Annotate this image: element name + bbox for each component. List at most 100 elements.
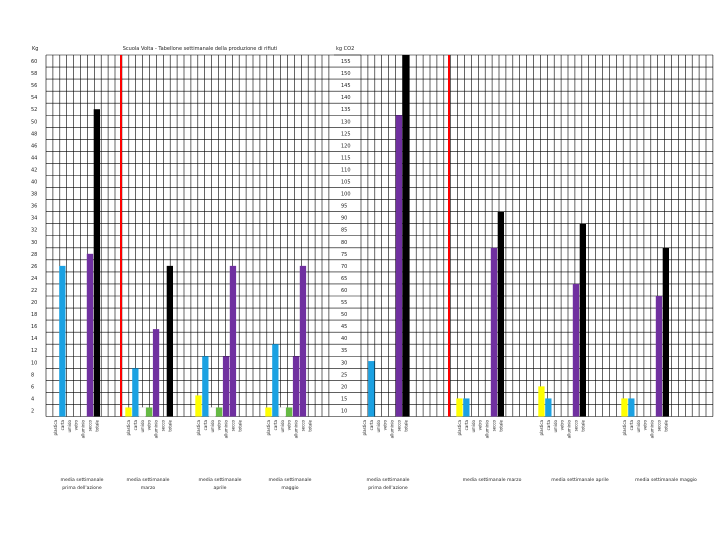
bar-co2-2-totale <box>579 223 586 417</box>
category-label: carta <box>369 419 374 430</box>
category-label: alluminio <box>81 419 86 438</box>
left-tick-label: 58 <box>31 71 37 77</box>
category-label: plastica <box>622 419 627 435</box>
bar-kg-2-vetro <box>216 407 223 417</box>
category-label: umido <box>376 419 381 432</box>
right-tick-label: 145 <box>341 83 351 89</box>
left-tick-label: 2 <box>31 408 34 414</box>
left-tick-label: 38 <box>31 192 37 198</box>
bar-kg-3-secco <box>299 265 307 417</box>
bar-kg-1-totale <box>166 265 173 417</box>
bar-co2-2-carta <box>545 398 552 417</box>
group-label: media settimanale prima dell'azione <box>61 477 104 491</box>
bar-co2-1-secco <box>490 247 498 417</box>
category-label: secco <box>491 419 496 431</box>
category-label: alluminio <box>650 419 655 438</box>
category-label: vetro <box>147 419 152 430</box>
chart-bars <box>59 55 669 417</box>
category-label: alluminio <box>224 419 229 438</box>
left-tick-label: 30 <box>31 240 37 246</box>
left-tick-label: 6 <box>31 384 34 390</box>
category-label: secco <box>656 419 661 431</box>
category-label: secco <box>87 419 92 431</box>
right-tick-label: 115 <box>341 155 351 161</box>
category-label: plastica <box>53 419 58 435</box>
category-label: totale <box>580 419 585 431</box>
bar-kg-2-alluminio <box>222 356 230 417</box>
chart-grid <box>45 54 714 417</box>
right-tick-label: 110 <box>341 167 351 173</box>
category-label: carta <box>133 419 138 430</box>
bar-kg-2-carta <box>202 356 209 417</box>
right-tick-label: 140 <box>341 95 351 101</box>
group-label: media settimanale marzo <box>127 477 170 491</box>
left-tick-label: 34 <box>31 216 37 222</box>
category-label: umido <box>471 419 476 432</box>
category-label: totale <box>498 419 503 431</box>
left-tick-label: 16 <box>31 324 37 330</box>
category-label: carta <box>546 419 551 430</box>
category-label: plastica <box>539 419 544 435</box>
left-tick-label: 48 <box>31 131 37 137</box>
bar-kg-0-totale <box>93 109 100 417</box>
category-label: vetro <box>383 419 388 430</box>
category-label: carta <box>464 419 469 430</box>
category-label: umido <box>67 419 72 432</box>
bar-co2-3-plastica <box>621 398 628 417</box>
bar-kg-1-carta <box>132 368 139 417</box>
group-label: media settimanale aprile <box>199 477 242 491</box>
category-label: plastica <box>126 419 131 435</box>
right-tick-label: 10 <box>341 408 347 414</box>
category-label: umido <box>553 419 558 432</box>
left-tick-label: 32 <box>31 228 37 234</box>
bar-co2-1-plastica <box>456 398 463 417</box>
category-label: alluminio <box>485 419 490 438</box>
left-tick-label: 28 <box>31 252 37 258</box>
bar-kg-3-vetro <box>286 407 293 417</box>
bar-co2-2-secco <box>572 283 580 417</box>
right-tick-label: 20 <box>341 384 347 390</box>
left-tick-label: 4 <box>31 396 34 402</box>
left-tick-label: 8 <box>31 372 34 378</box>
right-tick-label: 65 <box>341 276 347 282</box>
bar-kg-2-secco <box>229 265 237 417</box>
category-label: vetro <box>478 419 483 430</box>
category-label: carta <box>629 419 634 430</box>
category-label: vetro <box>217 419 222 430</box>
group-label: media settimanale marzo <box>463 477 522 483</box>
right-tick-label: 50 <box>341 312 347 318</box>
right-tick-label: 130 <box>341 119 351 125</box>
left-tick-label: 46 <box>31 143 37 149</box>
bar-kg-1-vetro <box>146 407 153 417</box>
left-tick-label: 20 <box>31 300 37 306</box>
left-tick-label: 44 <box>31 155 37 161</box>
right-tick-label: 40 <box>341 336 347 342</box>
category-label: plastica <box>457 419 462 435</box>
bar-co2-3-secco <box>655 296 663 417</box>
right-tick-label: 150 <box>341 71 351 77</box>
left-tick-label: 24 <box>31 276 37 282</box>
category-label: plastica <box>362 419 367 435</box>
bar-co2-0-carta <box>368 361 375 417</box>
right-tick-label: 30 <box>341 360 347 366</box>
right-unit-label: kg CO2 <box>336 46 354 52</box>
left-tick-label: 18 <box>31 312 37 318</box>
bar-co2-3-totale <box>662 247 669 417</box>
right-tick-label: 80 <box>341 240 347 246</box>
category-label: totale <box>307 419 312 431</box>
right-tick-label: 135 <box>341 107 351 113</box>
category-label: umido <box>140 419 145 432</box>
bar-kg-3-carta <box>272 344 279 417</box>
bar-kg-2-plastica <box>195 395 202 417</box>
right-tick-label: 85 <box>341 228 347 234</box>
right-tick-label: 105 <box>341 180 351 186</box>
bar-kg-3-umido <box>278 407 286 417</box>
left-tick-label: 54 <box>31 95 37 101</box>
category-label: umido <box>210 419 215 432</box>
right-tick-label: 25 <box>341 372 347 378</box>
category-label: totale <box>403 419 408 431</box>
group-label: media settimanale maggio <box>269 477 312 491</box>
bar-kg-0-secco <box>86 253 94 417</box>
left-tick-label: 26 <box>31 264 37 270</box>
